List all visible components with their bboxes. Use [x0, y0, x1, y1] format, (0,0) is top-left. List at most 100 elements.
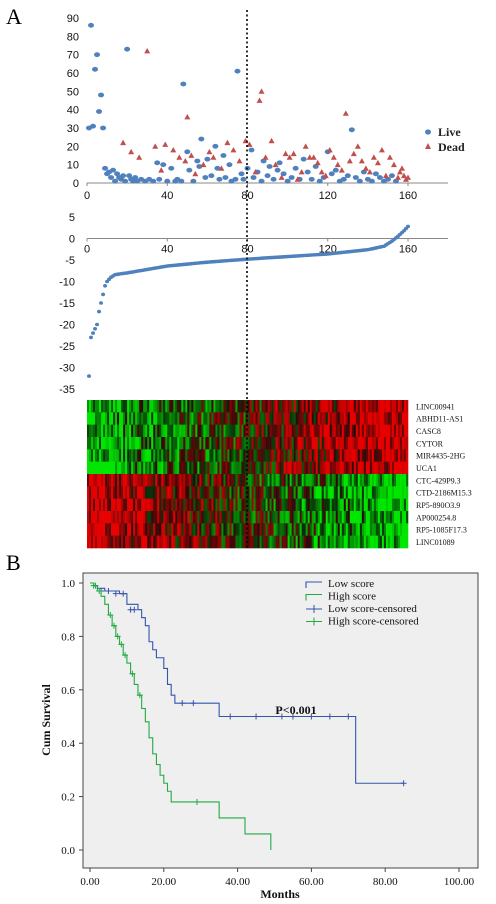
heatmap-cell — [375, 474, 379, 487]
heatmap-cell — [143, 461, 146, 475]
heatmap-cell — [373, 400, 377, 413]
heatmap-cell — [155, 449, 158, 462]
heatmap-cell — [391, 498, 395, 512]
heatmap-cell — [227, 424, 230, 438]
heatmap-cell — [139, 437, 142, 450]
heatmap-cell — [201, 486, 204, 499]
heatmap-cell — [111, 424, 114, 438]
heatmap-cell — [119, 498, 122, 512]
x-tick-label: 20.00 — [151, 876, 176, 888]
heatmap-cell — [175, 535, 178, 549]
heatmap-cell — [219, 535, 222, 549]
heatmap-cell — [391, 400, 395, 413]
heatmap-cell — [293, 424, 296, 438]
heatmap-cell — [345, 424, 349, 438]
heatmap-cell — [275, 474, 278, 487]
heatmap-cell — [393, 412, 397, 425]
censor-mark — [400, 780, 407, 787]
heatmap-cell — [315, 486, 319, 499]
heatmap-cell — [217, 498, 220, 512]
dead-point — [390, 161, 397, 168]
heatmap-cell — [109, 511, 112, 524]
heatmap-cell — [335, 511, 339, 524]
live-point — [156, 176, 163, 182]
x-tick-label: 60.00 — [299, 876, 324, 888]
heatmap-cell — [159, 449, 162, 462]
y-tick-label: 30 — [67, 123, 79, 135]
heatmap-cell — [113, 412, 116, 425]
heatmap-cell — [219, 511, 222, 524]
heatmap-cell — [171, 498, 174, 512]
dead-point — [268, 137, 275, 144]
heatmap-cell — [223, 486, 226, 499]
heatmap-cell — [359, 486, 363, 499]
heatmap-cell — [217, 461, 220, 475]
heatmap-cell — [183, 400, 186, 413]
heatmap-cell — [379, 511, 383, 524]
live-point — [132, 175, 139, 180]
heatmap-cell — [165, 412, 168, 425]
heatmap-cell — [125, 449, 128, 462]
heatmap-cell — [289, 400, 292, 413]
heatmap-cell — [351, 424, 355, 438]
heatmap-cell — [261, 437, 264, 450]
heatmap-cell — [95, 424, 98, 438]
heatmap-cell — [379, 474, 383, 487]
live-point — [232, 176, 239, 182]
heatmap-cell — [303, 523, 306, 536]
heatmap-cell — [241, 474, 244, 487]
heatmap-cell — [405, 486, 409, 499]
heatmap-cell — [337, 498, 341, 512]
heatmap-cell — [297, 449, 300, 462]
heatmap-cell — [213, 486, 216, 499]
heatmap-cell — [127, 511, 130, 524]
heatmap-cell — [217, 400, 220, 413]
live-point — [328, 171, 335, 177]
heatmap-cell — [97, 535, 100, 549]
heatmap-cell — [325, 474, 329, 487]
y-tick-label: -15 — [59, 298, 75, 310]
heatmap-cell — [359, 498, 363, 512]
live-point — [164, 178, 171, 184]
heatmap-cell — [133, 486, 136, 499]
heatmap-cell — [341, 486, 345, 499]
y-tick-label: 0.0 — [61, 845, 75, 857]
legend-label: Low score — [328, 578, 374, 590]
heatmap-cell — [381, 461, 385, 475]
censor-mark — [326, 713, 333, 720]
live-point — [108, 175, 115, 180]
heatmap-cell — [321, 412, 325, 425]
heatmap-cell — [107, 498, 110, 512]
heatmap-cell — [107, 511, 110, 524]
heatmap-cell — [291, 535, 294, 549]
heatmap-cell — [169, 498, 172, 512]
heatmap-cell — [109, 535, 112, 549]
heatmap-cell — [201, 511, 204, 524]
heatmap-cell — [117, 400, 120, 413]
heatmap-cell — [255, 412, 258, 425]
heatmap-cell — [257, 511, 260, 524]
heatmap-cell — [141, 449, 144, 462]
heatmap-cell — [157, 400, 160, 413]
heatmap-cell — [363, 424, 367, 438]
heatmap-cell — [193, 535, 196, 549]
heatmap-cell — [289, 523, 292, 536]
heatmap-cell — [269, 474, 272, 487]
live-point — [274, 167, 281, 173]
heatmap-cell — [371, 498, 375, 512]
live-point — [160, 162, 167, 168]
heatmap-cell — [205, 400, 208, 413]
heatmap-cell — [89, 498, 92, 512]
heatmap-cell — [117, 424, 120, 438]
heatmap-cell — [145, 400, 148, 413]
heatmap-cell — [143, 498, 146, 512]
heatmap-cell — [135, 461, 138, 475]
heatmap-cell — [315, 437, 319, 450]
heatmap-cell — [243, 424, 246, 438]
heatmap-cell — [227, 498, 230, 512]
heatmap-cell — [287, 449, 290, 462]
heatmap-cell — [173, 412, 176, 425]
heatmap-cell — [205, 486, 208, 499]
heatmap-cell — [151, 412, 154, 425]
heatmap-cell — [261, 412, 264, 425]
